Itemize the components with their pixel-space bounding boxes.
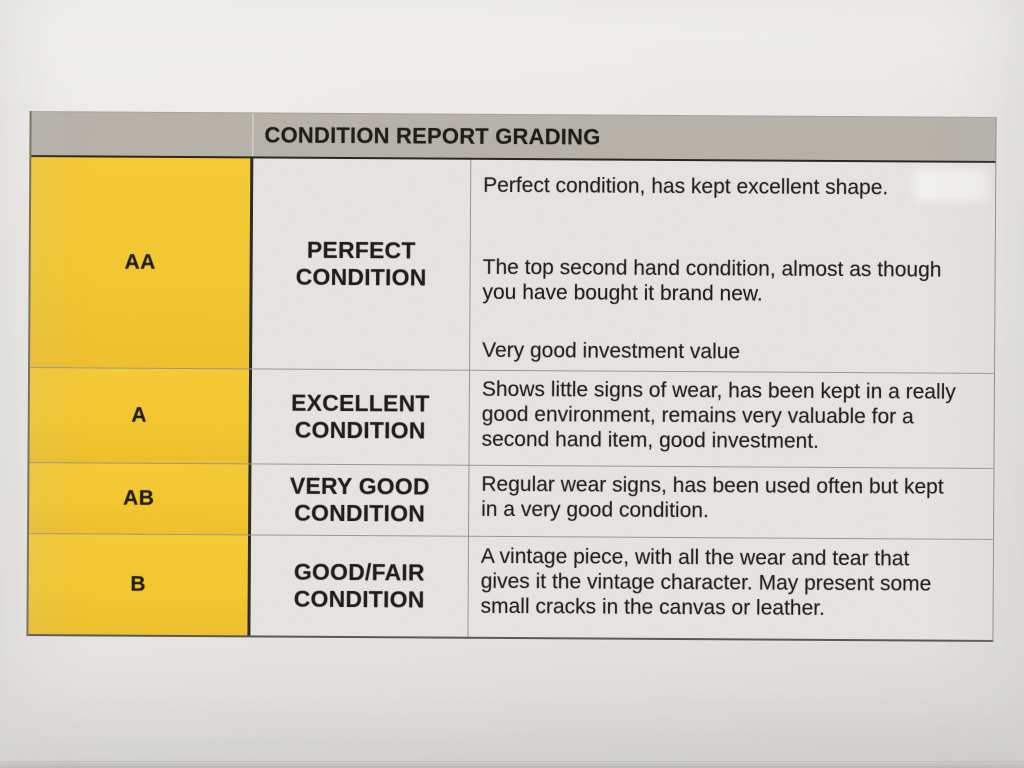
condition-name-cell: EXCELLENT CONDITION bbox=[251, 369, 471, 465]
table-title: CONDITION REPORT GRADING bbox=[264, 121, 601, 150]
condition-name-cell: VERY GOOD CONDITION bbox=[251, 464, 470, 536]
condition-name-cell: PERFECT CONDITION bbox=[252, 158, 472, 370]
condition-name-label: PERFECT CONDITION bbox=[295, 236, 427, 291]
condition-description-cell: Regular wear signs, has been used often … bbox=[469, 466, 993, 539]
condition-grading-table: CONDITION REPORT GRADING AA PERFECT COND… bbox=[26, 111, 997, 642]
grade-cell: AB bbox=[29, 463, 252, 535]
grade-cell: B bbox=[28, 534, 252, 636]
grade-cell: AA bbox=[30, 157, 254, 369]
header-spacer-cell bbox=[31, 112, 254, 157]
table-row-a: A EXCELLENT CONDITION Shows little signs… bbox=[29, 367, 995, 468]
description-paragraph: The top second hand condition, almost as… bbox=[482, 256, 942, 306]
condition-description-cell: A vintage piece, with all the wear and t… bbox=[468, 537, 993, 640]
condition-name-cell: GOOD/FAIR CONDITION bbox=[250, 535, 470, 637]
description-paragraph: A vintage piece, with all the wear and t… bbox=[480, 544, 932, 621]
table-row-aa: AA PERFECT CONDITION Perfect condition, … bbox=[30, 157, 995, 373]
condition-name-label: EXCELLENT CONDITION bbox=[290, 389, 430, 444]
description-paragraph: Shows little signs of wear, has been kep… bbox=[481, 377, 956, 454]
condition-description-cell: Perfect condition, has kept excellent sh… bbox=[470, 160, 995, 373]
table-row-ab: AB VERY GOOD CONDITION Regular wear sign… bbox=[29, 462, 994, 539]
grade-cell: A bbox=[29, 368, 253, 464]
condition-name-label: GOOD/FAIR CONDITION bbox=[293, 558, 425, 613]
description-paragraph: Very good investment value bbox=[482, 338, 741, 363]
description-paragraph: Perfect condition, has kept excellent sh… bbox=[483, 173, 889, 200]
paper-edge-shadow bbox=[0, 761, 1024, 768]
table-row-b: B GOOD/FAIR CONDITION A vintage piece, w… bbox=[28, 533, 994, 640]
condition-description-cell: Shows little signs of wear, has been kep… bbox=[469, 371, 994, 468]
table-header-row: CONDITION REPORT GRADING bbox=[31, 111, 996, 163]
description-paragraph: Regular wear signs, has been used often … bbox=[481, 472, 944, 523]
condition-name-label: VERY GOOD CONDITION bbox=[289, 472, 430, 527]
